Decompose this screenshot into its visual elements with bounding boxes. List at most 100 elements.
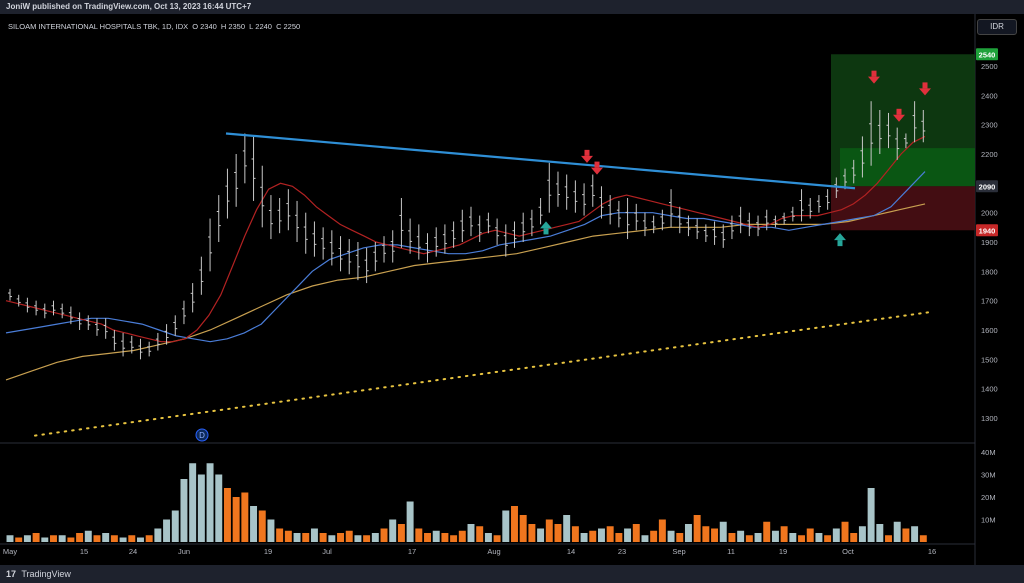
currency-button[interactable]: IDR	[977, 19, 1017, 35]
open-label: O	[192, 22, 199, 31]
price-tick-label: 2000	[981, 209, 998, 218]
symbol-legend: SILOAM INTERNATIONAL HOSPITALS TBK, 1D, …	[8, 22, 302, 31]
volume-bar	[424, 533, 431, 542]
volume-bar	[276, 528, 284, 542]
volume-bar	[337, 533, 345, 542]
price-tick-label: 2300	[981, 121, 998, 130]
volume-bar	[154, 528, 162, 542]
arrow-shaft	[922, 82, 928, 89]
volume-bar	[763, 521, 771, 542]
footer-brand[interactable]: TradingView	[21, 569, 71, 579]
time-tick-label: 19	[264, 547, 272, 556]
arrow-shaft	[543, 228, 549, 235]
volume-bar	[537, 528, 545, 542]
volume-bar	[163, 519, 171, 542]
price-badge-label: 2090	[979, 182, 996, 191]
arrow-head	[581, 155, 593, 163]
volume-bar	[223, 488, 231, 542]
ema-fast-line	[5, 135, 926, 343]
time-tick-label: 24	[129, 547, 137, 556]
volume-bar	[41, 537, 49, 542]
low-label: L	[249, 22, 254, 31]
volume-bar	[667, 530, 675, 542]
volume-bar	[67, 537, 75, 542]
buy-arrow-icon	[834, 233, 846, 247]
volume-bar	[858, 526, 866, 542]
tradingview-logo-icon[interactable]: 17	[6, 569, 17, 579]
volume-bar	[719, 521, 727, 542]
resistance-trendline	[225, 132, 856, 190]
open-value: 2340	[200, 22, 217, 31]
volume-bar	[319, 533, 327, 542]
volume-bar	[432, 530, 440, 542]
volume-bar	[745, 535, 753, 542]
volume-bar	[798, 535, 806, 542]
volume-bar	[145, 535, 153, 542]
sell-arrow-icon	[868, 70, 880, 84]
arrow-shaft	[584, 149, 590, 156]
chart-area[interactable]: D130014001500160017001800190020002100220…	[0, 14, 1024, 565]
volume-tick-label: 10M	[981, 516, 996, 525]
sell-arrow-icon	[893, 108, 905, 122]
price-tick-label: 1900	[981, 238, 998, 247]
volume-bar	[563, 515, 571, 542]
dividend-circle	[195, 428, 209, 442]
volume-bar	[23, 535, 31, 542]
volume-bar	[580, 533, 588, 542]
dividend-marker-icon: D	[195, 428, 209, 442]
volume-bar	[632, 524, 640, 542]
time-tick-label: 19	[779, 547, 787, 556]
price-tick-label: 1600	[981, 326, 998, 335]
arrow-head	[893, 114, 905, 122]
chart-svg[interactable]: D130014001500160017001800190020002100220…	[0, 14, 1024, 565]
publish-header: JoniW published on TradingView.com, Oct …	[0, 0, 1024, 14]
volume-bar	[658, 519, 666, 542]
volume-bar	[684, 524, 692, 542]
arrow-shaft	[896, 108, 902, 115]
volume-bar	[815, 533, 823, 542]
volume-bar	[345, 530, 353, 542]
arrow-shaft	[871, 70, 877, 77]
volume-bar	[389, 519, 397, 542]
volume-tick-label: 30M	[981, 471, 996, 480]
volume-bar	[450, 535, 458, 542]
volume-bar	[545, 519, 553, 542]
volume-bar	[102, 533, 110, 542]
price-badge	[976, 224, 998, 237]
arrow-head	[868, 76, 880, 84]
volume-bar	[754, 533, 762, 542]
volume-bar	[15, 537, 23, 542]
price-badge	[976, 180, 998, 193]
dividend-label: D	[199, 431, 205, 440]
volume-bar	[789, 533, 797, 542]
ema-mid-line	[5, 171, 926, 343]
volume-bar	[493, 535, 501, 542]
volume-bar	[406, 501, 414, 542]
volume-bar	[76, 533, 84, 542]
footer-bar: 17 TradingView	[0, 565, 1024, 583]
target-zone-inner	[840, 148, 975, 187]
time-tick-label: Aug	[487, 547, 500, 556]
volume-bar	[850, 533, 858, 542]
volume-bar	[128, 535, 136, 542]
volume-bar	[206, 463, 214, 542]
price-badge-label: 2540	[979, 50, 996, 59]
volume-bar	[189, 463, 197, 542]
volume-bar	[215, 474, 223, 542]
volume-bar	[911, 526, 919, 542]
arrow-head	[919, 88, 931, 96]
volume-bar	[780, 526, 788, 542]
volume-bar	[902, 528, 910, 542]
time-tick-label: 11	[727, 547, 735, 556]
volume-bar	[711, 528, 719, 542]
volume-bar	[58, 535, 66, 542]
volume-bar	[589, 530, 597, 542]
volume-bar	[415, 528, 423, 542]
volume-bar	[397, 524, 405, 542]
arrow-head	[834, 233, 846, 241]
volume-bar	[93, 535, 101, 542]
high-label: H	[220, 22, 227, 31]
price-tick-label: 1400	[981, 385, 998, 394]
sell-arrow-icon	[919, 82, 931, 96]
volume-bar	[458, 530, 466, 542]
